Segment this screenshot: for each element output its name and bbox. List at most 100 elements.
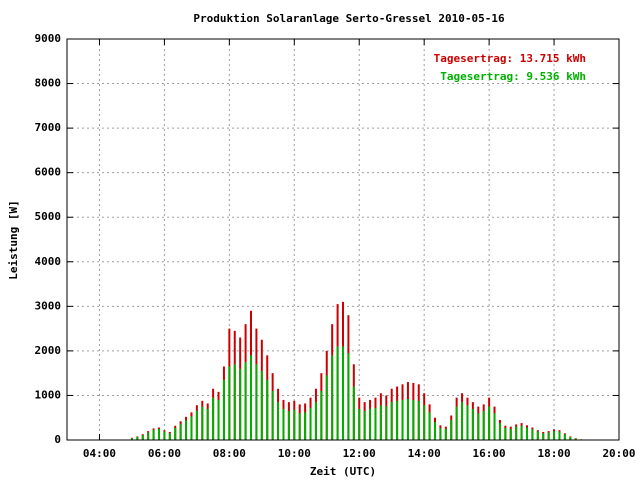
y-tick-label: 7000 xyxy=(35,121,62,134)
bar xyxy=(477,413,480,440)
bar xyxy=(347,353,350,440)
bar xyxy=(461,402,464,440)
bar xyxy=(163,431,166,440)
bar xyxy=(174,427,177,440)
y-tick-label: 9000 xyxy=(35,32,62,45)
bar xyxy=(179,423,182,440)
x-tick-label: 14:00 xyxy=(408,447,441,460)
bar xyxy=(526,427,528,440)
bar xyxy=(406,399,409,440)
bar xyxy=(520,425,523,440)
bar xyxy=(152,429,155,440)
bar xyxy=(325,375,328,440)
x-tick-label: 20:00 xyxy=(602,447,635,460)
bar xyxy=(158,428,160,440)
legend-label: Tagesertrag: 13.715 kWh xyxy=(434,52,586,65)
bar xyxy=(239,368,242,440)
bar xyxy=(271,390,274,440)
x-tick-label: 12:00 xyxy=(343,447,376,460)
bar xyxy=(244,362,247,440)
chart-title: Produktion Solaranlage Serto-Gressel 201… xyxy=(193,12,505,25)
bar xyxy=(168,433,171,440)
bar xyxy=(385,406,388,440)
bar xyxy=(563,434,566,440)
bar xyxy=(558,431,561,440)
bar xyxy=(136,436,139,440)
y-tick-label: 6000 xyxy=(35,166,62,179)
bar xyxy=(390,402,393,440)
bar xyxy=(547,432,550,440)
bar xyxy=(352,386,355,440)
bar xyxy=(331,355,334,440)
bar xyxy=(255,364,258,440)
bar xyxy=(466,405,469,440)
bar xyxy=(293,409,296,440)
bar xyxy=(504,427,507,440)
bar xyxy=(314,402,317,440)
bar xyxy=(531,429,534,440)
plot-border xyxy=(66,38,620,441)
bar xyxy=(358,408,361,440)
bar xyxy=(304,412,307,440)
bar xyxy=(542,433,545,440)
bar xyxy=(401,399,404,440)
bar xyxy=(260,370,263,440)
y-tick-label: 2000 xyxy=(35,344,62,357)
legend-label: Tagesertrag: 9.536 kWh xyxy=(440,70,586,83)
bar xyxy=(206,408,209,440)
bar xyxy=(287,411,290,440)
bar xyxy=(396,400,399,440)
x-tick-label: 18:00 xyxy=(537,447,570,460)
bar xyxy=(574,438,577,440)
bar xyxy=(488,406,491,440)
bar xyxy=(217,399,220,440)
x-tick-label: 16:00 xyxy=(473,447,506,460)
bar xyxy=(266,379,269,440)
y-tick-label: 4000 xyxy=(35,255,62,268)
bar xyxy=(195,410,198,440)
bar xyxy=(201,406,204,440)
bar xyxy=(439,427,442,440)
x-tick-label: 10:00 xyxy=(278,447,311,460)
bar xyxy=(141,435,144,440)
bar xyxy=(493,413,496,440)
bar xyxy=(190,416,193,440)
bar xyxy=(498,423,501,440)
bar xyxy=(147,432,150,440)
bar xyxy=(277,402,280,440)
bar xyxy=(417,400,420,440)
x-tick-label: 06:00 xyxy=(148,447,181,460)
bar xyxy=(369,408,372,440)
bar xyxy=(374,407,377,440)
bar xyxy=(412,399,415,440)
bar xyxy=(250,355,252,440)
bar xyxy=(509,428,512,440)
bar xyxy=(515,426,518,440)
bar xyxy=(471,408,474,440)
bar xyxy=(233,364,236,440)
bar xyxy=(336,346,339,440)
bar xyxy=(282,408,285,440)
bar xyxy=(130,438,133,440)
y-tick-label: 0 xyxy=(54,433,61,446)
bar xyxy=(553,431,556,440)
bar xyxy=(298,413,301,440)
bar xyxy=(434,422,436,440)
bar xyxy=(379,405,382,440)
x-axis-label: Zeit (UTC) xyxy=(310,465,376,478)
bar xyxy=(569,436,572,440)
bar xyxy=(423,405,426,440)
y-tick-label: 8000 xyxy=(35,77,62,90)
bar xyxy=(455,406,458,440)
bar xyxy=(536,431,539,440)
bar xyxy=(428,412,431,440)
y-tick-label: 1000 xyxy=(35,388,62,401)
bar xyxy=(222,379,225,440)
bar xyxy=(320,390,323,440)
y-tick-label: 3000 xyxy=(35,299,62,312)
bar xyxy=(482,411,485,440)
x-tick-label: 08:00 xyxy=(213,447,246,460)
bar xyxy=(212,397,215,440)
